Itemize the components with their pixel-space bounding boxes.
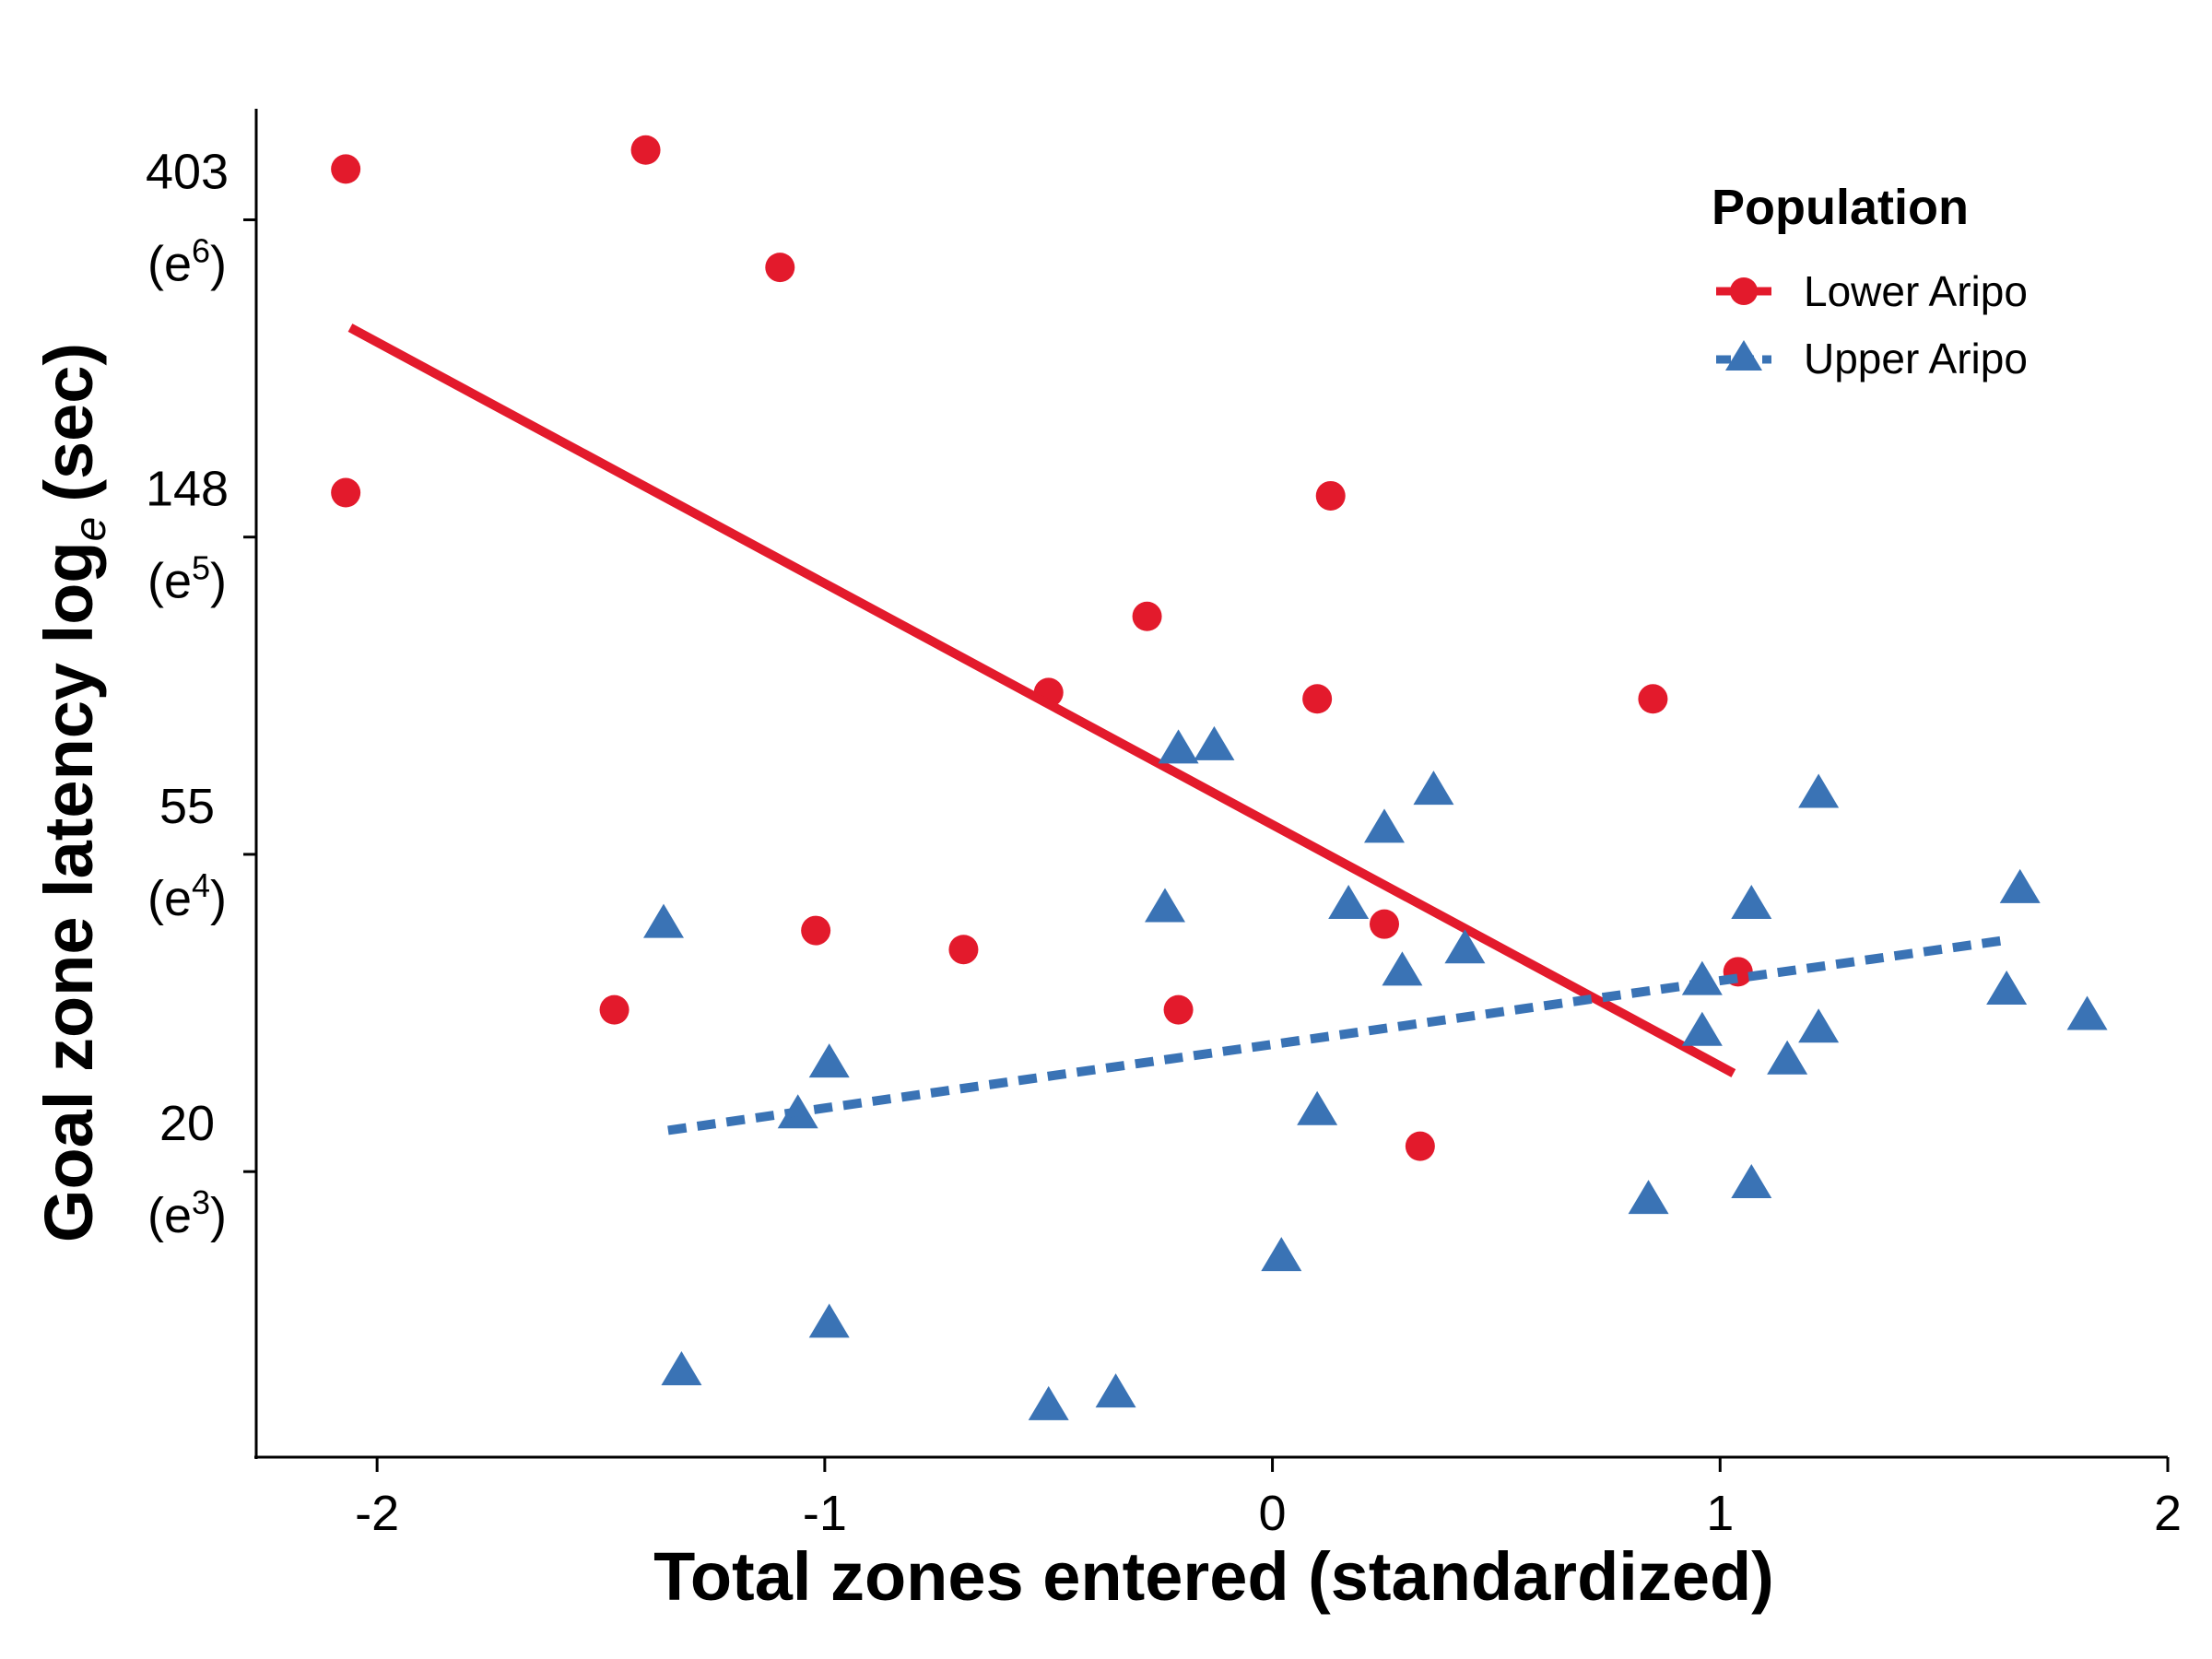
trendline-upper-aripo bbox=[667, 935, 2007, 1135]
y-tick-exponent-label: (e3) bbox=[147, 1183, 227, 1243]
y-tick-label: 403 bbox=[146, 144, 229, 199]
y-tick-label: 55 bbox=[159, 779, 215, 834]
point-upper-aripo bbox=[1261, 1237, 1302, 1272]
y-tick-label: 148 bbox=[146, 462, 229, 517]
point-upper-aripo bbox=[1731, 1163, 1772, 1198]
y-tick-exponent-label: (e4) bbox=[147, 866, 227, 926]
y-axis-title: Goal zone latency loge (sec) bbox=[30, 343, 115, 1242]
y-axis-title-subscript: e bbox=[66, 517, 115, 542]
point-upper-aripo bbox=[1444, 929, 1486, 964]
point-upper-aripo bbox=[1986, 970, 2028, 1005]
point-upper-aripo bbox=[1364, 808, 1405, 843]
series-upper-aripo bbox=[643, 725, 2108, 1420]
point-lower-aripo bbox=[765, 253, 795, 283]
point-upper-aripo bbox=[808, 1303, 850, 1338]
point-lower-aripo bbox=[1638, 684, 1668, 714]
point-upper-aripo bbox=[1767, 1040, 1808, 1075]
point-lower-aripo bbox=[1370, 909, 1399, 939]
point-lower-aripo bbox=[1163, 994, 1194, 1025]
y-axis-title-unit: (sec) bbox=[30, 343, 107, 502]
point-upper-aripo bbox=[1095, 1373, 1136, 1408]
point-lower-aripo bbox=[599, 994, 629, 1025]
point-upper-aripo bbox=[1413, 771, 1454, 806]
x-tick-label: -2 bbox=[355, 1486, 399, 1541]
axes bbox=[254, 109, 2168, 1459]
point-upper-aripo bbox=[1681, 1011, 1723, 1046]
point-lower-aripo bbox=[1132, 601, 1162, 631]
point-upper-aripo bbox=[1382, 951, 1423, 986]
point-upper-aripo bbox=[1145, 888, 1185, 923]
x-tick-label: 1 bbox=[1706, 1486, 1734, 1541]
point-lower-aripo bbox=[331, 154, 361, 184]
legend: Population Lower Aripo Upper Aripo bbox=[1712, 180, 2028, 382]
point-upper-aripo bbox=[1328, 885, 1370, 920]
plot-marks bbox=[331, 135, 2108, 1420]
trendline-lower-aripo bbox=[347, 324, 1736, 1077]
point-upper-aripo bbox=[643, 903, 684, 938]
point-upper-aripo bbox=[1798, 773, 1840, 808]
point-upper-aripo bbox=[1194, 725, 1235, 760]
point-upper-aripo bbox=[1681, 960, 1723, 995]
x-axis-title: Total zones entered (standardized) bbox=[653, 1538, 1774, 1615]
y-tick-exponent-label: (e6) bbox=[147, 231, 227, 291]
y-axis-title-main: Goal zone latency log bbox=[30, 541, 107, 1242]
point-upper-aripo bbox=[1731, 885, 1772, 920]
point-upper-aripo bbox=[1028, 1385, 1069, 1420]
point-upper-aripo bbox=[808, 1043, 850, 1078]
point-lower-aripo bbox=[1315, 480, 1346, 511]
legend-title: Population bbox=[1712, 180, 1969, 235]
legend-label-lower-aripo: Lower Aripo bbox=[1804, 267, 2028, 315]
legend-entry-lower-aripo: Lower Aripo bbox=[1716, 267, 2028, 315]
point-lower-aripo bbox=[948, 935, 979, 965]
point-upper-aripo bbox=[661, 1351, 702, 1386]
point-lower-aripo bbox=[630, 135, 661, 165]
point-lower-aripo bbox=[1405, 1131, 1435, 1161]
y-tick-exponent-label: (e5) bbox=[147, 549, 227, 609]
point-lower-aripo bbox=[331, 477, 361, 508]
series-lower-aripo bbox=[331, 135, 1753, 1161]
point-upper-aripo bbox=[1158, 729, 1199, 764]
point-upper-aripo bbox=[1297, 1090, 1338, 1125]
legend-marker-lower-aripo bbox=[1730, 277, 1758, 305]
x-tick-label: 2 bbox=[2154, 1486, 2182, 1541]
legend-marker-upper-aripo bbox=[1725, 340, 1762, 371]
legend-entry-upper-aripo: Upper Aripo bbox=[1716, 335, 2028, 382]
x-tick-label: 0 bbox=[1259, 1486, 1287, 1541]
legend-label-upper-aripo: Upper Aripo bbox=[1804, 335, 2028, 382]
point-upper-aripo bbox=[2066, 995, 2108, 1030]
point-upper-aripo bbox=[1999, 868, 2041, 903]
point-upper-aripo bbox=[1798, 1008, 1840, 1043]
x-tick-label: -1 bbox=[803, 1486, 847, 1541]
point-lower-aripo bbox=[801, 915, 831, 946]
axis-ticks: -2 -1 0 1 2 20 (e3) 55 (e4) 148 (e5) 403 (e6) bbox=[146, 144, 2182, 1541]
y-tick-label: 20 bbox=[159, 1096, 215, 1151]
point-lower-aripo bbox=[1302, 684, 1333, 714]
point-upper-aripo bbox=[1628, 1180, 1669, 1215]
